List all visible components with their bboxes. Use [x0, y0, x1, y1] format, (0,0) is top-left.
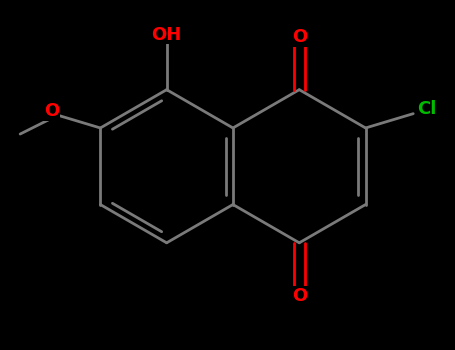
Text: O: O: [292, 287, 307, 305]
Text: O: O: [44, 102, 60, 120]
Text: O: O: [292, 28, 307, 46]
Text: OH: OH: [152, 26, 182, 43]
Text: Cl: Cl: [417, 100, 436, 118]
